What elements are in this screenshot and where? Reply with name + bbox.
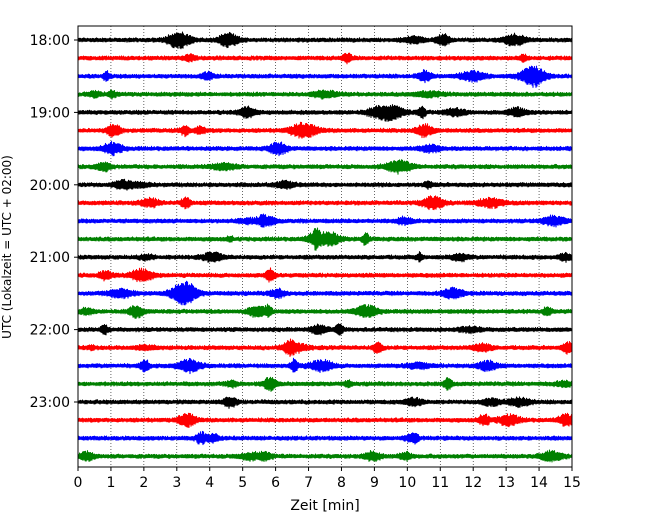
x-tick-label: 6 [271, 475, 280, 491]
trace-2045 [77, 227, 573, 251]
trace-1930 [77, 140, 573, 157]
y-tick-label: 19:00 [30, 105, 70, 121]
trace-2345 [77, 449, 573, 463]
x-tick-label: 0 [74, 475, 83, 491]
x-tick-label: 5 [238, 475, 247, 491]
trace-2300 [77, 396, 573, 409]
trace-2130 [77, 280, 573, 306]
trace-2000 [77, 178, 573, 191]
x-tick-label: 15 [563, 475, 581, 491]
trace-1845 [77, 89, 573, 100]
trace-2100 [77, 251, 573, 263]
x-tick-label: 1 [106, 475, 115, 491]
y-tick-label: 20:00 [30, 178, 70, 194]
x-axis-title: Zeit [min] [290, 498, 359, 514]
trace-2330 [77, 430, 573, 446]
y-tick-label: 22:00 [30, 323, 70, 339]
y-tick-label: 18:00 [30, 33, 70, 49]
x-tick-label: 2 [139, 475, 148, 491]
trace-1815 [77, 52, 573, 65]
x-tick-label: 11 [431, 475, 449, 491]
y-axis-title: UTC (Lokalzeit = UTC + 02:00) [0, 155, 14, 339]
trace-2315 [77, 412, 573, 428]
x-tick-label: 14 [530, 475, 548, 491]
seismogram-traces [77, 31, 573, 463]
plot-background [78, 26, 572, 467]
y-tick-label: 23:00 [30, 395, 70, 411]
x-tick-label: 10 [398, 475, 416, 491]
x-tick-label: 3 [172, 475, 181, 491]
trace-1900 [77, 104, 573, 122]
x-tick-label: 4 [205, 475, 214, 491]
trace-2115 [77, 267, 573, 283]
trace-2230 [77, 357, 573, 375]
trace-2030 [77, 213, 573, 228]
x-tick-label: 9 [370, 475, 379, 491]
x-tick-label: 8 [337, 475, 346, 491]
trace-1830 [77, 65, 573, 88]
trace-2145 [77, 303, 573, 319]
x-tick-label: 13 [497, 475, 515, 491]
trace-2200 [77, 323, 573, 336]
trace-2015 [77, 195, 573, 211]
y-tick-label: 21:00 [30, 250, 70, 266]
trace-1915 [77, 121, 573, 139]
trace-2215 [77, 338, 573, 357]
trace-2245 [77, 376, 573, 392]
x-axis-ticks: 0 1 2 3 4 5 6 7 8 9 10 11 12 13 14 15 [74, 467, 581, 491]
y-axis-ticks: 18:00 19:00 20:00 21:00 22:00 23:00 [30, 33, 78, 411]
trace-1945 [77, 159, 573, 175]
x-tick-label: 7 [304, 475, 313, 491]
trace-1800 [77, 31, 573, 50]
x-tick-label: 12 [464, 475, 482, 491]
plot-frame [77, 25, 573, 468]
